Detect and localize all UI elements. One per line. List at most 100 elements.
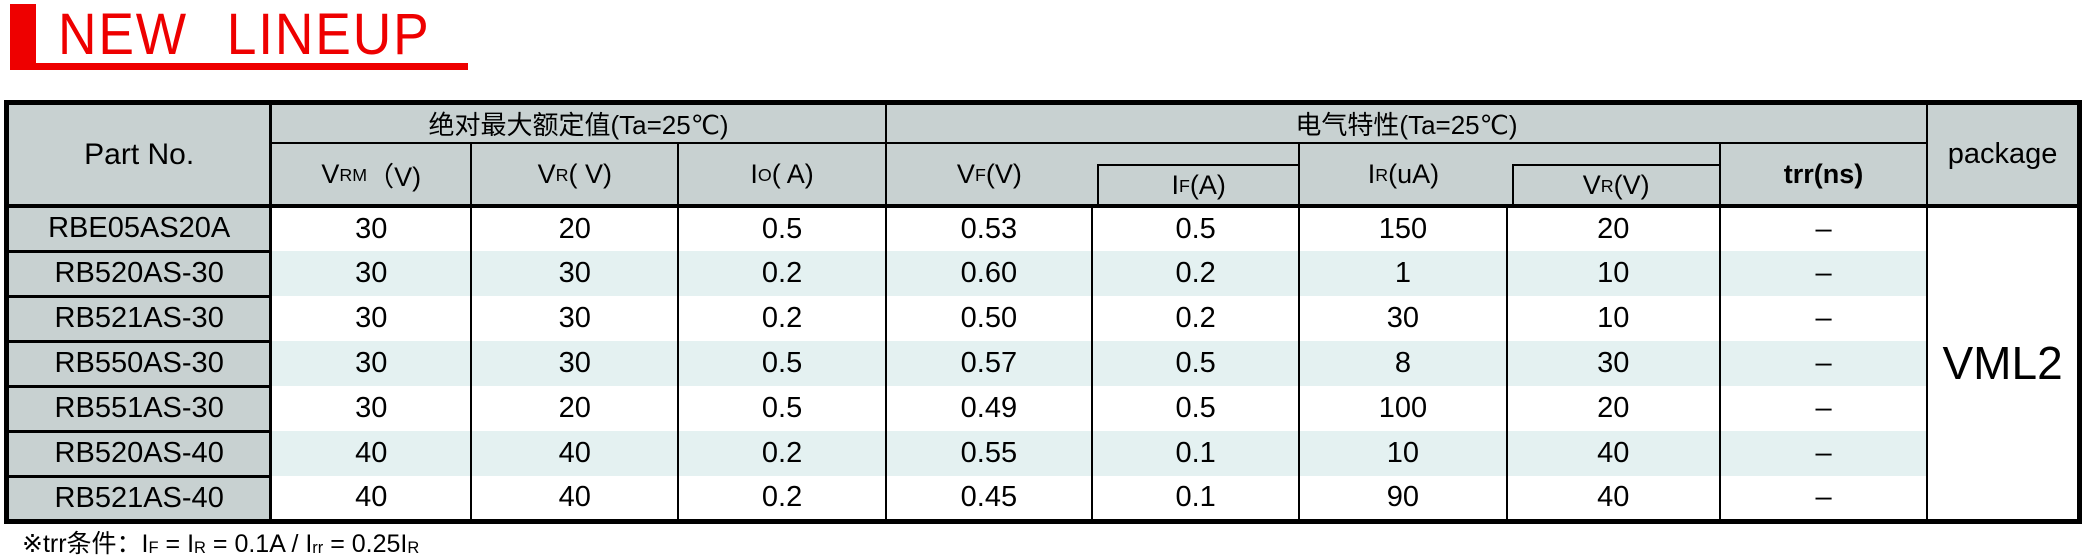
header-text: R bbox=[1600, 175, 1614, 196]
header-text: F bbox=[974, 164, 986, 185]
value-cell: 40 bbox=[269, 476, 472, 521]
footnote-text: R bbox=[194, 539, 206, 557]
value-cell: 8 bbox=[1298, 341, 1507, 386]
value-cell: 0.5 bbox=[1091, 386, 1300, 431]
header-text: (V) bbox=[985, 158, 1022, 189]
footnote-text: R bbox=[407, 539, 420, 557]
table-row: RB520AS-40 40 40 0.2 0.55 0.1 10 40– bbox=[5, 431, 2080, 478]
value-cell: 20 bbox=[1505, 206, 1720, 251]
header-text: RM bbox=[339, 164, 368, 185]
lineup-table: Part No. 绝对最大额定值(Ta=25℃) 电气特性(Ta=25℃) pa… bbox=[4, 100, 2082, 524]
value-cell: 0.2 bbox=[1091, 296, 1300, 341]
column-header-vrm: V RM （V) bbox=[269, 143, 472, 208]
value-cell: 1 bbox=[1298, 251, 1507, 296]
header-text: V bbox=[1582, 169, 1601, 200]
value-cell: 150 bbox=[1298, 206, 1507, 251]
table-row: RB550AS-30 30 30 0.5 0.57 0.5 8 30– bbox=[5, 341, 2080, 388]
value-cell: 10 bbox=[1505, 251, 1720, 296]
header-text: V bbox=[537, 158, 556, 189]
value-cell: 0.5 bbox=[1091, 206, 1300, 251]
part-no-header: Part No. bbox=[5, 102, 273, 208]
header-text: O bbox=[757, 164, 772, 185]
abs-max-ratings-group-header: 绝对最大额定值(Ta=25℃) bbox=[269, 102, 886, 144]
header-text: trr bbox=[1783, 158, 1814, 189]
header-text: (V) bbox=[1613, 169, 1650, 200]
value-cell: 0.55 bbox=[884, 431, 1093, 476]
value-cell: 30 bbox=[1505, 341, 1720, 386]
part-number-cell: RB521AS-30 bbox=[5, 296, 273, 343]
column-header-label: V RM （V) bbox=[272, 144, 470, 204]
value-cell: 40 bbox=[269, 431, 472, 476]
value-cell: 90 bbox=[1298, 476, 1507, 521]
part-number-cell: RB550AS-30 bbox=[5, 341, 273, 388]
part-number-cell: RB521AS-40 bbox=[5, 476, 273, 523]
electrical-characteristics-group-header: 电气特性(Ta=25℃) bbox=[884, 102, 1928, 144]
value-cell: 40 bbox=[1505, 476, 1720, 521]
value-cell: 0.2 bbox=[677, 251, 886, 296]
header-text: R bbox=[1375, 164, 1389, 185]
header-text: ( V) bbox=[568, 158, 612, 189]
value-cell: 40 bbox=[470, 476, 679, 521]
table-row: RB521AS-30 30 30 0.2 0.50 0.2 30 10– bbox=[5, 296, 2080, 343]
footnote-text: F bbox=[148, 539, 159, 557]
value-cell: – bbox=[1718, 341, 1928, 386]
value-cell: 0.2 bbox=[677, 431, 886, 476]
page-title: NEW LINEUP bbox=[58, 2, 431, 67]
column-header-label: trr (ns) bbox=[1721, 144, 1926, 204]
value-cell: – bbox=[1718, 386, 1928, 431]
value-cell: 30 bbox=[1298, 296, 1507, 341]
header-text: I bbox=[1367, 158, 1376, 189]
header-text: ( A) bbox=[771, 158, 814, 189]
value-cell: – bbox=[1718, 476, 1928, 521]
value-cell: 0.1 bbox=[1091, 476, 1300, 521]
value-cell: 0.60 bbox=[884, 251, 1093, 296]
part-number-cell: RB520AS-30 bbox=[5, 251, 273, 298]
header-text: (A) bbox=[1189, 169, 1226, 200]
value-cell: 0.5 bbox=[677, 386, 886, 431]
value-cell: 20 bbox=[1505, 386, 1720, 431]
footnote-text: = 0.25I bbox=[323, 530, 408, 557]
red-bar-icon bbox=[10, 4, 36, 70]
value-cell: 10 bbox=[1298, 431, 1507, 476]
value-cell: 0.2 bbox=[677, 476, 886, 521]
value-cell: 0.57 bbox=[884, 341, 1093, 386]
value-cell: 10 bbox=[1505, 296, 1720, 341]
value-cell: 0.45 bbox=[884, 476, 1093, 521]
value-cell: 30 bbox=[269, 341, 472, 386]
footnote-text: = 0.1A / I bbox=[205, 530, 313, 557]
column-header-label: I O( A) bbox=[679, 144, 884, 204]
part-number-cell: RB520AS-40 bbox=[5, 431, 273, 478]
footnote-text: = I bbox=[158, 530, 195, 557]
value-cell: 30 bbox=[470, 341, 679, 386]
value-cell: 100 bbox=[1298, 386, 1507, 431]
value-cell: 0.2 bbox=[1091, 251, 1300, 296]
value-cell: 30 bbox=[269, 386, 472, 431]
part-number-cell: RB551AS-30 bbox=[5, 386, 273, 433]
value-cell: – bbox=[1718, 431, 1928, 476]
package-header: package bbox=[1926, 102, 2080, 208]
header-text: R bbox=[555, 164, 569, 185]
value-cell: – bbox=[1718, 251, 1928, 296]
footnote-text: rr bbox=[312, 539, 324, 557]
value-cell: – bbox=[1718, 206, 1928, 251]
value-cell: 20 bbox=[470, 206, 679, 251]
value-cell: – bbox=[1718, 296, 1928, 341]
footnote: ※trr条件：IF = IR = 0.1A / Irr = 0.25IR bbox=[22, 524, 419, 557]
header-text: V bbox=[321, 158, 340, 189]
value-cell: 40 bbox=[1505, 431, 1720, 476]
table-row: RB520AS-30 30 30 0.2 0.60 0.2 1 10– bbox=[5, 251, 2080, 298]
value-cell: 30 bbox=[470, 296, 679, 341]
value-cell: 20 bbox=[470, 386, 679, 431]
table-header: Part No. 绝对最大额定值(Ta=25℃) 电气特性(Ta=25℃) pa… bbox=[5, 102, 2080, 208]
header-text: （V) bbox=[367, 161, 422, 192]
value-cell: 0.1 bbox=[1091, 431, 1300, 476]
column-header-trr: trr (ns) bbox=[1718, 143, 1928, 208]
value-cell: 0.49 bbox=[884, 386, 1093, 431]
